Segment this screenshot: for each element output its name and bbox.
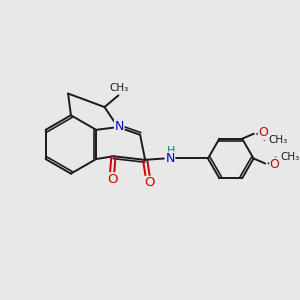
Text: O: O — [258, 126, 268, 140]
Text: O: O — [107, 173, 117, 186]
Text: CH₃: CH₃ — [110, 83, 129, 93]
Text: CH₃: CH₃ — [280, 152, 299, 162]
Text: N: N — [115, 120, 124, 133]
Text: O: O — [144, 176, 154, 189]
Text: N: N — [165, 152, 175, 165]
Text: O: O — [270, 158, 280, 171]
Text: CH₃: CH₃ — [269, 135, 288, 145]
Text: H: H — [167, 146, 176, 156]
